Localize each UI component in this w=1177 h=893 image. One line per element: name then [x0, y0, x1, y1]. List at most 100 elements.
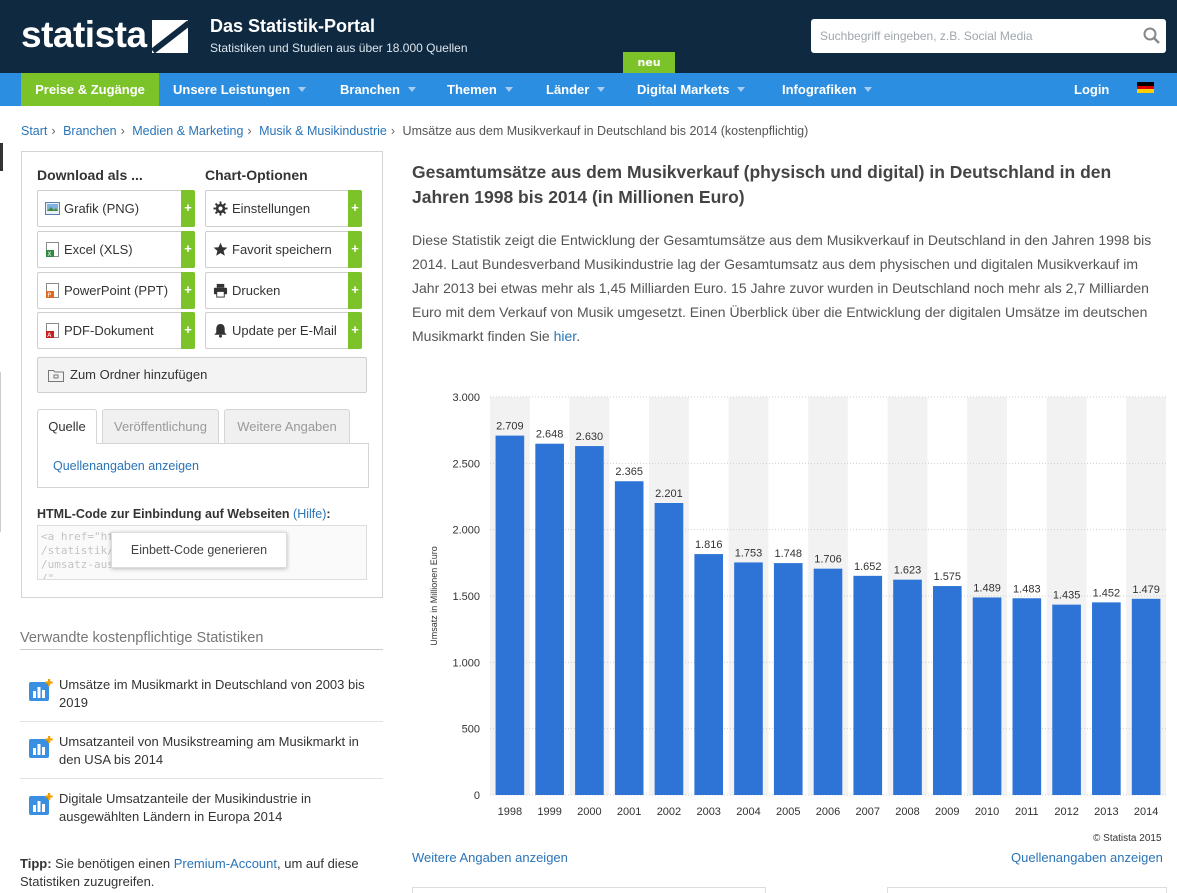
svg-text:P: P	[47, 292, 51, 298]
y-tick-label: 3.000	[452, 392, 480, 404]
nav-item-branchen[interactable]: Branchen	[340, 73, 416, 106]
powerpoint-file-icon: P	[46, 283, 59, 298]
svg-text:A: A	[47, 332, 52, 338]
button-label: Favorit speichern	[232, 242, 332, 257]
bottom-tabs-strip	[887, 887, 1167, 893]
chevron-down-icon	[597, 87, 606, 92]
tab-weitere-angaben[interactable]: Weitere Angaben	[224, 409, 350, 444]
chart-bar	[614, 481, 644, 795]
plus-icon: +	[348, 272, 362, 309]
related-item[interactable]: Umsätze im Musikmarkt in Deutschland von…	[20, 676, 383, 712]
button-label: Drucken	[232, 283, 281, 298]
chart-bar	[1092, 602, 1121, 795]
breadcrumb-medien[interactable]: Medien & Marketing	[132, 124, 244, 138]
more-info-link[interactable]: Weitere Angaben anzeigen	[412, 850, 568, 865]
breadcrumb-current: Umsätze aus dem Musikverkauf in Deutschl…	[402, 124, 809, 138]
x-tick-label: 2000	[577, 806, 601, 818]
printer-icon	[213, 283, 228, 298]
download-ppt-button[interactable]: P PowerPoint (PPT) +	[37, 272, 195, 309]
search-input[interactable]	[811, 19, 1131, 53]
related-item-label: Digitale Umsatzanteile der Musikindustri…	[59, 791, 312, 824]
related-item-label: Umsatzanteil von Musikstreaming am Musik…	[59, 734, 359, 767]
x-tick-label: 2007	[856, 806, 880, 818]
nav-item-infografiken[interactable]: Infografiken	[782, 73, 873, 106]
plus-icon: +	[181, 272, 195, 309]
main-nav: Preise & Zugänge Unsere Leistungen Branc…	[0, 73, 1177, 106]
statista-logo-mark-icon[interactable]	[152, 20, 188, 53]
nav-item-themen[interactable]: Themen	[447, 73, 513, 106]
page-title: Gesamtumsätze aus dem Musikverkauf (phys…	[412, 162, 1112, 207]
nav-label: Branchen	[340, 82, 400, 97]
portal-subtitle: Statistiken und Studien aus über 18.000 …	[210, 41, 468, 55]
breadcrumb-musik[interactable]: Musik & Musikindustrie	[259, 124, 387, 138]
pdf-file-icon: A	[46, 323, 59, 338]
breadcrumb-branchen[interactable]: Branchen	[63, 124, 117, 138]
plus-icon: +	[348, 190, 362, 227]
download-xls-button[interactable]: X Excel (XLS) +	[37, 231, 195, 268]
nav-item-preise[interactable]: Preise & Zugänge	[21, 73, 159, 106]
nav-item-laender[interactable]: Länder	[546, 73, 606, 106]
download-png-button[interactable]: Grafik (PNG) +	[37, 190, 195, 227]
nav-label: Infografiken	[782, 82, 857, 97]
bar-value-label: 2.648	[536, 429, 564, 441]
bar-chart-plus-icon	[29, 736, 53, 758]
portal-title: Das Statistik-Portal	[210, 16, 376, 36]
favorite-button[interactable]: Favorit speichern +	[205, 231, 362, 268]
breadcrumb-start[interactable]: Start	[21, 124, 48, 138]
print-button[interactable]: Drucken +	[205, 272, 362, 309]
x-tick-label: 2004	[736, 806, 760, 818]
login-link[interactable]: Login	[1074, 82, 1110, 97]
chart-bar	[734, 562, 763, 795]
nav-item-leistungen[interactable]: Unsere Leistungen	[173, 73, 307, 106]
y-tick-label: 500	[462, 724, 480, 736]
generate-embed-button[interactable]: Einbett-Code generieren	[111, 532, 287, 568]
chevron-down-icon	[407, 87, 416, 92]
bar-value-label: 1.435	[1053, 590, 1081, 602]
y-tick-label: 0	[474, 790, 480, 802]
chart-bar	[773, 563, 803, 795]
button-label: Einstellungen	[232, 201, 311, 216]
bar-value-label: 1.748	[774, 548, 802, 560]
settings-button[interactable]: Einstellungen +	[205, 190, 362, 227]
chevron-down-icon	[864, 87, 873, 92]
embed-help-link[interactable]: (Hilfe)	[293, 507, 327, 521]
breadcrumb: Start › Branchen › Medien & Marketing › Mus…	[21, 124, 808, 138]
email-update-button[interactable]: Update per E-Mail +	[205, 312, 362, 349]
search-icon[interactable]	[1143, 27, 1160, 44]
bar-value-label: 2.201	[655, 488, 683, 500]
tip-label: Tipp:	[20, 856, 52, 871]
tab-quelle[interactable]: Quelle	[37, 409, 97, 444]
x-tick-label: 2008	[895, 806, 919, 818]
related-item[interactable]: Digitale Umsatzanteile der Musikindustri…	[20, 790, 383, 826]
bar-value-label: 1.483	[1013, 583, 1041, 595]
related-heading: Verwandte kostenpflichtige Statistiken	[20, 630, 264, 646]
nav-item-digital-markets[interactable]: Digital Markets	[637, 73, 746, 106]
german-flag-icon[interactable]	[1137, 82, 1154, 93]
site-header: statista Das Statistik-Portal Statistike…	[0, 0, 1177, 73]
divider	[20, 721, 383, 722]
chevron-down-icon	[504, 87, 513, 92]
chart-bar	[1052, 604, 1081, 795]
tip-text-2: , um auf diese Statistiken zuzugreifen.	[20, 856, 359, 889]
search-box	[811, 19, 1166, 53]
x-tick-label: 2012	[1054, 806, 1078, 818]
chart-copyright: © Statista 2015	[1093, 833, 1162, 844]
description-link[interactable]: hier	[553, 328, 577, 344]
statista-logo[interactable]: statista	[21, 14, 147, 55]
add-to-folder-button[interactable]: Zum Ordner hinzufügen	[37, 357, 367, 393]
chart-sources-link[interactable]: Quellenangaben anzeigen	[1011, 850, 1163, 865]
related-item[interactable]: Umsatzanteil von Musikstreaming am Musik…	[20, 733, 383, 769]
related-item-label: Umsätze im Musikmarkt in Deutschland von…	[59, 677, 365, 710]
embed-heading-text: HTML-Code zur Einbindung auf Webseiten	[37, 507, 290, 521]
download-pdf-button[interactable]: A PDF-Dokument +	[37, 312, 195, 349]
nav-label: Preise & Zugänge	[35, 82, 145, 97]
y-tick-label: 1.500	[452, 591, 480, 603]
chart-bar	[1131, 598, 1161, 795]
side-divider	[0, 372, 1, 532]
nav-label: Themen	[447, 82, 497, 97]
premium-account-link[interactable]: Premium-Account	[173, 856, 277, 871]
plus-icon: +	[181, 231, 195, 268]
chart-bar	[853, 575, 883, 795]
tab-veroeffentlichung[interactable]: Veröffentlichung	[102, 409, 219, 444]
show-sources-link[interactable]: Quellenangaben anzeigen	[53, 459, 199, 473]
